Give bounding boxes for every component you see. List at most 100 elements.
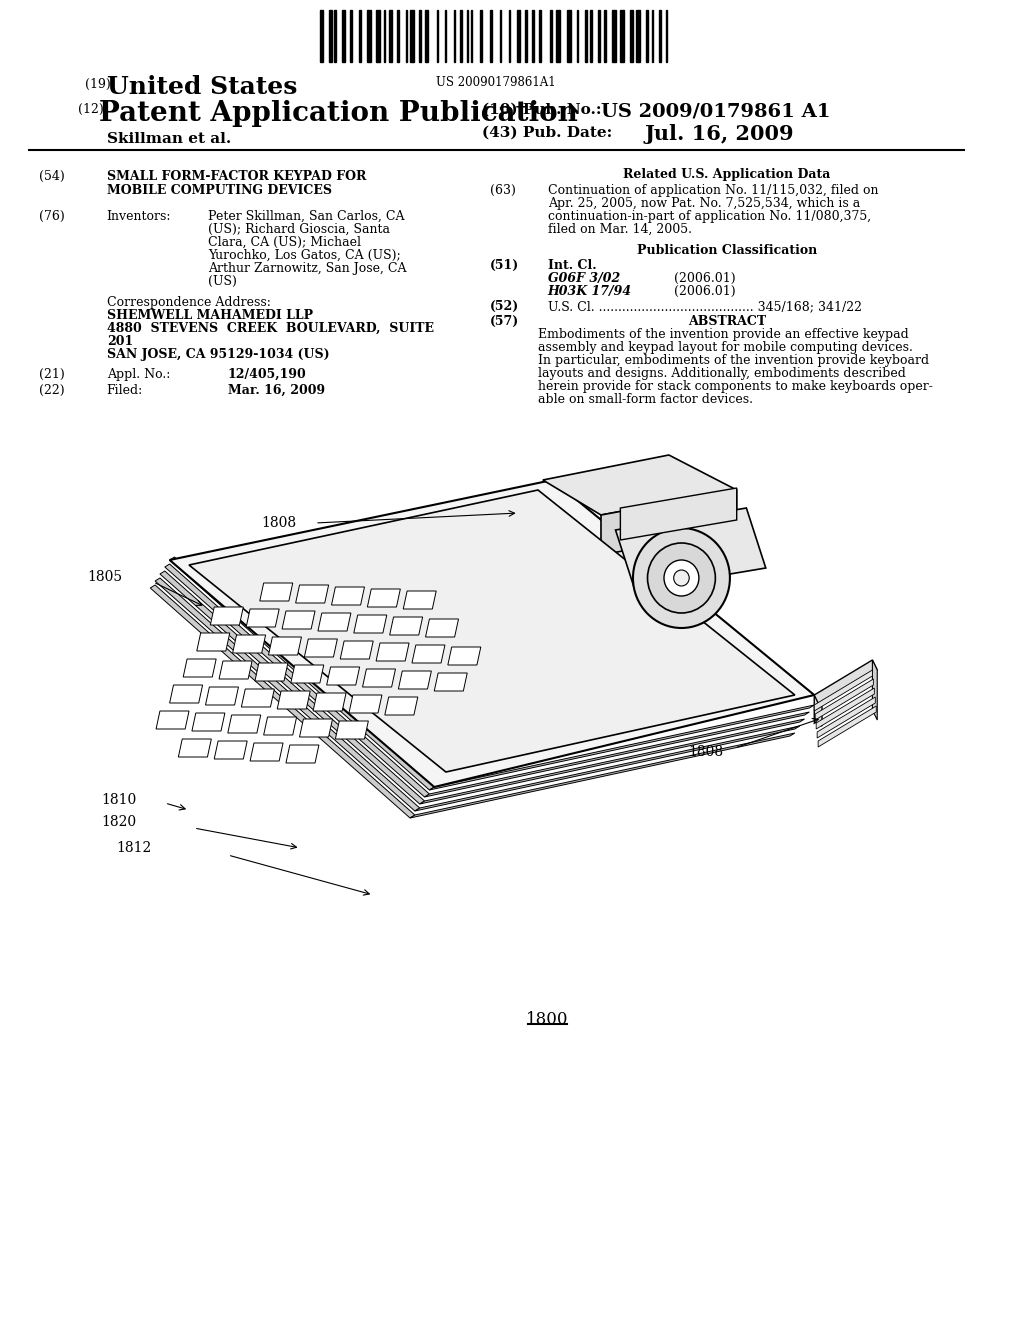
Polygon shape (255, 663, 288, 681)
Text: United States: United States (106, 75, 297, 99)
Bar (319, 11, 323, 62)
Text: (12): (12) (78, 103, 103, 116)
Text: (21): (21) (39, 368, 65, 381)
Text: Apr. 25, 2005, now Pat. No. 7,525,534, which is a: Apr. 25, 2005, now Pat. No. 7,525,534, w… (548, 197, 860, 210)
Polygon shape (816, 688, 874, 729)
Polygon shape (170, 557, 434, 789)
Polygon shape (385, 697, 418, 715)
Text: (22): (22) (39, 384, 65, 397)
Polygon shape (429, 705, 814, 789)
Polygon shape (447, 647, 481, 665)
Polygon shape (814, 696, 822, 726)
Text: Skillman et al.: Skillman et al. (106, 132, 230, 147)
Polygon shape (170, 480, 814, 787)
Polygon shape (313, 693, 346, 711)
Polygon shape (178, 739, 211, 756)
Polygon shape (160, 572, 425, 804)
Polygon shape (304, 639, 337, 657)
Bar (525, 11, 527, 62)
Text: Filed:: Filed: (106, 384, 143, 397)
Polygon shape (543, 455, 736, 515)
Polygon shape (232, 635, 265, 653)
Text: 1820: 1820 (101, 814, 137, 829)
Bar (539, 11, 541, 62)
Polygon shape (814, 660, 878, 705)
Text: (76): (76) (39, 210, 65, 223)
Ellipse shape (647, 543, 716, 612)
Text: (43) Pub. Date:: (43) Pub. Date: (481, 125, 612, 140)
Text: 1810: 1810 (101, 793, 137, 807)
Polygon shape (403, 591, 436, 609)
Polygon shape (242, 689, 274, 708)
Polygon shape (246, 609, 280, 627)
Text: 1800: 1800 (526, 1011, 569, 1028)
Bar (659, 11, 662, 62)
Polygon shape (818, 706, 877, 747)
Polygon shape (621, 488, 736, 540)
Text: US 2009/0179861 A1: US 2009/0179861 A1 (601, 103, 830, 121)
Polygon shape (291, 665, 324, 682)
Bar (532, 11, 535, 62)
Ellipse shape (674, 570, 689, 586)
Text: Arthur Zarnowitz, San Jose, CA: Arthur Zarnowitz, San Jose, CA (209, 261, 407, 275)
Bar (342, 11, 345, 62)
Polygon shape (354, 615, 387, 634)
Text: Embodiments of the invention provide an effective keypad: Embodiments of the invention provide an … (538, 327, 908, 341)
Text: continuation-in-part of application No. 11/080,375,: continuation-in-part of application No. … (548, 210, 870, 223)
Polygon shape (601, 490, 736, 554)
Polygon shape (151, 585, 415, 818)
Polygon shape (189, 490, 795, 772)
Text: Publication Classification: Publication Classification (637, 244, 817, 257)
Text: herein provide for stack components to make keyboards oper-: herein provide for stack components to m… (538, 380, 933, 393)
Text: able on small-form factor devices.: able on small-form factor devices. (538, 393, 753, 407)
Text: 1812: 1812 (117, 841, 152, 855)
Text: Mar. 16, 2009: Mar. 16, 2009 (227, 384, 325, 397)
Polygon shape (214, 741, 247, 759)
Bar (358, 11, 360, 62)
Polygon shape (268, 638, 301, 655)
Text: (54): (54) (39, 170, 65, 183)
Text: 4880  STEVENS  CREEK  BOULEVARD,  SUITE: 4880 STEVENS CREEK BOULEVARD, SUITE (106, 322, 433, 335)
Polygon shape (420, 719, 805, 804)
Bar (335, 11, 336, 62)
Text: (57): (57) (489, 315, 519, 327)
Text: filed on Mar. 14, 2005.: filed on Mar. 14, 2005. (548, 223, 691, 236)
Polygon shape (282, 611, 315, 630)
Polygon shape (165, 564, 429, 797)
Text: G06F 3/02: G06F 3/02 (548, 272, 620, 285)
Polygon shape (817, 697, 876, 738)
Polygon shape (206, 686, 239, 705)
Text: (2006.01): (2006.01) (674, 285, 735, 298)
Bar (425, 11, 428, 62)
Text: SHEMWELL MAHAMEDI LLP: SHEMWELL MAHAMEDI LLP (106, 309, 312, 322)
Polygon shape (872, 660, 878, 719)
Bar (604, 11, 606, 62)
Bar (611, 11, 615, 62)
Polygon shape (260, 583, 293, 601)
Text: (63): (63) (489, 183, 515, 197)
Polygon shape (327, 667, 359, 685)
Polygon shape (250, 743, 283, 762)
Text: H03K 17/94: H03K 17/94 (548, 285, 632, 298)
Bar (645, 11, 647, 62)
Text: Patent Application Publication: Patent Application Publication (99, 100, 578, 127)
Text: Peter Skillman, San Carlos, CA: Peter Skillman, San Carlos, CA (209, 210, 404, 223)
Polygon shape (286, 744, 318, 763)
Polygon shape (317, 612, 351, 631)
Polygon shape (210, 607, 244, 624)
Text: 1808: 1808 (688, 744, 723, 759)
Text: (US); Richard Gioscia, Santa: (US); Richard Gioscia, Santa (209, 223, 390, 236)
Bar (410, 11, 414, 62)
Polygon shape (398, 671, 431, 689)
Polygon shape (155, 578, 420, 810)
Text: Yurochko, Los Gatos, CA (US);: Yurochko, Los Gatos, CA (US); (209, 249, 401, 261)
Polygon shape (415, 726, 800, 810)
Text: Int. Cl.: Int. Cl. (548, 259, 596, 272)
Polygon shape (368, 589, 400, 607)
Text: Appl. No.:: Appl. No.: (106, 368, 170, 381)
Bar (397, 11, 399, 62)
Bar (329, 11, 332, 62)
Text: (51): (51) (489, 259, 519, 272)
Bar (480, 11, 481, 62)
Text: Jul. 16, 2009: Jul. 16, 2009 (645, 124, 795, 144)
